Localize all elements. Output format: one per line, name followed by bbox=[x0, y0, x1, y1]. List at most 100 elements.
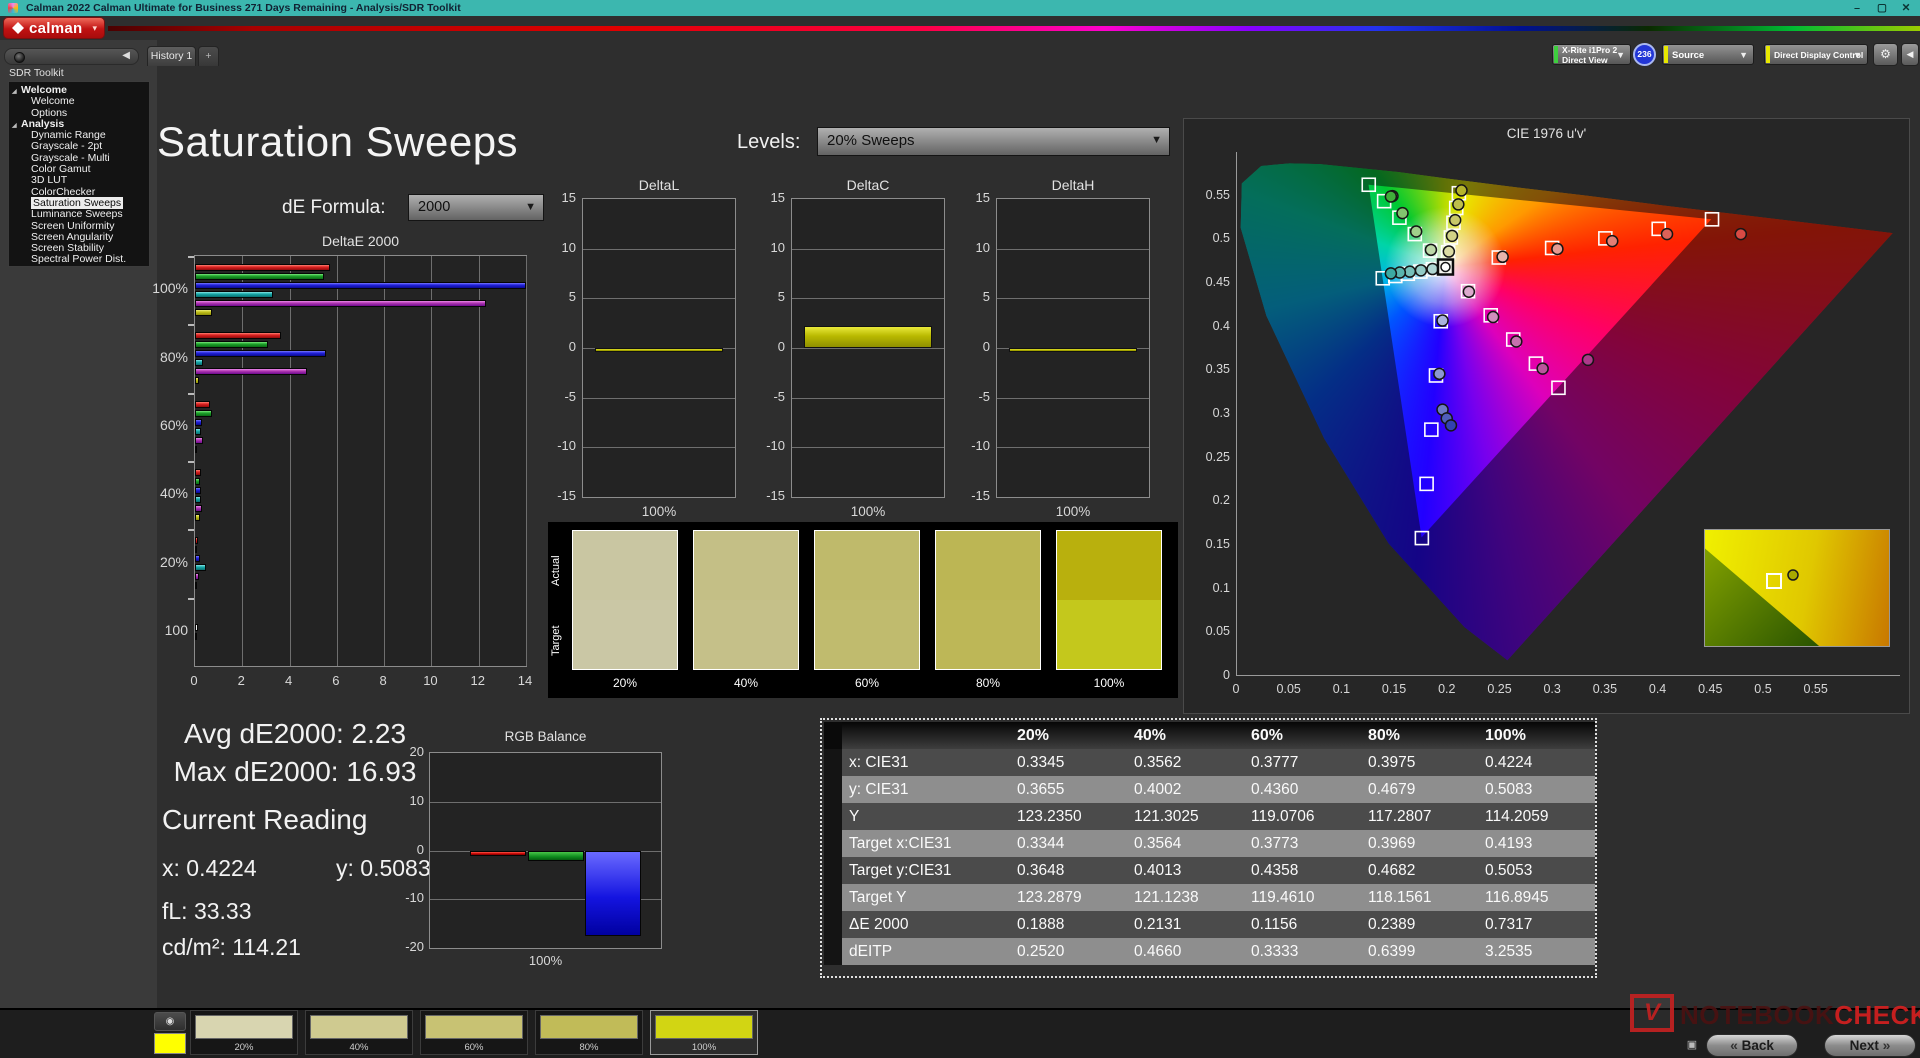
table-cell-80%: 0.3975 bbox=[1361, 749, 1478, 776]
free-measure-swatch[interactable] bbox=[154, 1033, 186, 1054]
cie-measured-magenta-1 bbox=[1463, 286, 1474, 297]
restore-window-icon[interactable]: ▣ bbox=[1682, 1037, 1702, 1054]
gear-icon: ⚙ bbox=[1880, 47, 1891, 61]
table-cell-20%: 0.3344 bbox=[1010, 830, 1127, 857]
bottom-swatch-60%[interactable]: 60% bbox=[420, 1010, 528, 1055]
cie-measured-yellow-1 bbox=[1443, 246, 1454, 257]
cie-measured-green-5 bbox=[1385, 191, 1396, 202]
swatch-target-60% bbox=[815, 600, 919, 669]
bottom-swatch-100%[interactable]: 100% bbox=[650, 1010, 758, 1055]
deltaC-x-label: 100% bbox=[791, 504, 945, 519]
add-tab-button[interactable]: + bbox=[198, 46, 219, 66]
table-header-100%: 100% bbox=[1478, 722, 1595, 749]
cie-target-blue-3 bbox=[1425, 423, 1438, 436]
table-cell-80%: 0.4679 bbox=[1361, 776, 1478, 803]
tab-history-1[interactable]: History 1 bbox=[147, 46, 196, 66]
table-cell-60%: 0.4360 bbox=[1244, 776, 1361, 803]
swatch-100% bbox=[1056, 530, 1162, 670]
bottom-swatch-80%[interactable]: 80% bbox=[535, 1010, 643, 1055]
cie-measured-magenta-4 bbox=[1537, 363, 1548, 374]
deltae-axis-tick bbox=[188, 393, 194, 395]
levels-dropdown[interactable]: 20% Sweeps▼ bbox=[817, 127, 1170, 156]
swatch-20% bbox=[572, 530, 678, 670]
collapse-panel-button[interactable]: ◀ bbox=[1901, 43, 1919, 66]
maximize-icon[interactable]: ▢ bbox=[1871, 0, 1893, 16]
deltae-bar-red bbox=[195, 401, 210, 408]
measurement-table: 20%40%60%80%100%x: CIE310.33450.35620.37… bbox=[820, 718, 1597, 978]
deltaH-chart bbox=[996, 198, 1150, 498]
sidebar-item-welcome[interactable]: ◢Welcome bbox=[9, 85, 149, 96]
deltae-bar-blue bbox=[195, 419, 202, 426]
layout-switcher[interactable]: ◀ bbox=[4, 48, 139, 65]
table-cell-40%: 0.3562 bbox=[1127, 749, 1244, 776]
swatch-label-60%: 60% bbox=[814, 676, 920, 690]
cie-y-tick: 0.35 bbox=[1190, 362, 1230, 376]
deltaL-y-tick: 5 bbox=[540, 289, 576, 304]
deltae-group-100 bbox=[195, 598, 526, 666]
meter-dropdown[interactable]: X-Rite i1Pro 2Direct View ▼ bbox=[1552, 44, 1631, 65]
calman-menu-button[interactable]: calman ▾ bbox=[3, 17, 105, 39]
bottom-swatch-label: 60% bbox=[421, 1042, 527, 1053]
deltae-bar-magenta bbox=[195, 437, 203, 444]
cie-x-tick: 0.4 bbox=[1638, 682, 1678, 696]
settings-button[interactable]: ⚙ bbox=[1873, 43, 1898, 66]
deltae-bar-cyan bbox=[195, 496, 201, 503]
deltaH-y-tick: -15 bbox=[954, 488, 990, 503]
table-row-edge bbox=[824, 803, 842, 830]
deltae-bar-cyan bbox=[195, 291, 273, 298]
meter-count-badge: 236 bbox=[1633, 43, 1656, 66]
eye-icon[interactable]: ◉ bbox=[154, 1012, 186, 1031]
source-dropdown[interactable]: Source ▼ bbox=[1662, 44, 1754, 65]
next-button[interactable]: Next » bbox=[1824, 1034, 1916, 1057]
cie-y-tick: 0.1 bbox=[1190, 581, 1230, 595]
cie-measured-blue-5 bbox=[1445, 420, 1456, 431]
table-cell-100%: 0.7317 bbox=[1478, 911, 1595, 938]
max-de2000-value: Max dE2000: 16.93 bbox=[155, 756, 435, 788]
close-icon[interactable]: ✕ bbox=[1895, 0, 1917, 16]
de-formula-dropdown[interactable]: 2000▼ bbox=[408, 194, 544, 221]
collapse-left-icon: ◀ bbox=[1907, 49, 1914, 59]
table-row-label: Target x:CIE31 bbox=[842, 830, 1010, 857]
bottom-swatch-chip bbox=[425, 1015, 523, 1039]
rgb-y-tick: 10 bbox=[386, 793, 424, 808]
table-row-edge bbox=[824, 830, 842, 857]
app-icon bbox=[8, 3, 18, 13]
notebookcheck-logo-icon: V bbox=[1630, 994, 1674, 1032]
cie-measured-red-1 bbox=[1497, 251, 1508, 262]
bottom-swatch-20%[interactable]: 20% bbox=[190, 1010, 298, 1055]
bottom-swatch-label: 20% bbox=[191, 1042, 297, 1053]
back-button[interactable]: « Back bbox=[1706, 1034, 1798, 1057]
record-icon[interactable] bbox=[14, 52, 25, 63]
deltae-axis-tick bbox=[188, 529, 194, 531]
chevron-down-icon: ▾ bbox=[92, 23, 97, 34]
workflow-tree: ◢WelcomeWelcomeOptions◢AnalysisDynamic R… bbox=[8, 81, 150, 267]
swatch-target-20% bbox=[573, 600, 677, 669]
deltaH-y-tick: 5 bbox=[954, 289, 990, 304]
cie-x-tick: 0.05 bbox=[1269, 682, 1309, 696]
deltae-bar-yellow bbox=[195, 582, 197, 589]
cie-target-blue-5 bbox=[1415, 532, 1428, 545]
sidebar-item-color-gamut[interactable]: Color Gamut bbox=[9, 164, 149, 175]
rgb-bar-green bbox=[528, 851, 584, 862]
deltae-axis-tick bbox=[188, 598, 194, 600]
sidebar-item-welcome[interactable]: Welcome bbox=[9, 96, 149, 107]
cie-chart-title: CIE 1976 u'v' bbox=[1183, 126, 1910, 141]
collapse-left-icon[interactable]: ◀ bbox=[122, 50, 130, 61]
deltae-bar-yellow bbox=[195, 377, 199, 384]
deltaC-bar bbox=[804, 326, 932, 348]
chevron-down-icon: ▼ bbox=[1616, 50, 1625, 60]
cie-chart[interactable] bbox=[1236, 152, 1900, 676]
swatch-label-40%: 40% bbox=[693, 676, 799, 690]
table-row-label: ΔE 2000 bbox=[842, 911, 1010, 938]
sidebar-item-spectral-power-dist-[interactable]: Spectral Power Dist. bbox=[9, 254, 149, 265]
table-cell-40%: 121.1238 bbox=[1127, 884, 1244, 911]
bottom-swatch-chip bbox=[655, 1015, 753, 1039]
chevron-down-icon: ▼ bbox=[525, 201, 536, 213]
table-cell-20%: 0.3345 bbox=[1010, 749, 1127, 776]
bottom-swatch-40%[interactable]: 40% bbox=[305, 1010, 413, 1055]
display-control-dropdown[interactable]: Direct Display Control ▼ bbox=[1764, 44, 1868, 65]
minimize-icon[interactable]: – bbox=[1846, 0, 1868, 16]
table-row-label: x: CIE31 bbox=[842, 749, 1010, 776]
table-cell-100%: 0.5053 bbox=[1478, 857, 1595, 884]
deltae-bar-red bbox=[195, 332, 281, 339]
